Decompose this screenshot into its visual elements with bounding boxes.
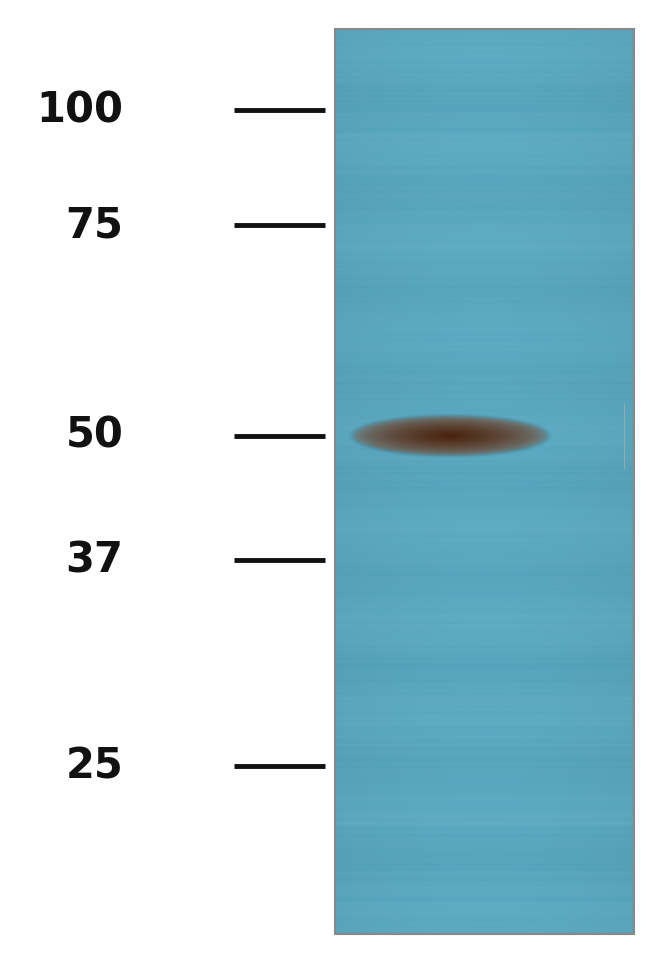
Bar (335, 29, 634, 934)
Text: 25: 25 (66, 745, 124, 787)
Text: 37: 37 (66, 539, 124, 582)
Text: 75: 75 (66, 204, 124, 246)
Text: 50: 50 (66, 415, 124, 457)
Text: 100: 100 (36, 89, 124, 131)
